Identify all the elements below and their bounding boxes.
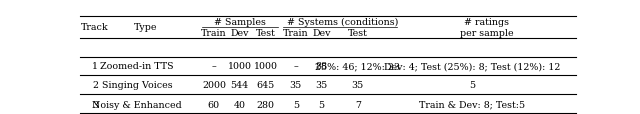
Text: Train & Dev: 8; Test:5: Train & Dev: 8; Test:5	[419, 100, 525, 109]
Text: Train: Train	[283, 28, 308, 38]
Text: Singing Voices: Singing Voices	[102, 80, 172, 89]
Text: 35: 35	[316, 80, 328, 89]
Text: 35: 35	[351, 80, 364, 89]
Text: Track: Track	[81, 23, 109, 32]
Text: 60: 60	[208, 100, 220, 109]
Text: 1: 1	[92, 62, 98, 71]
Text: # ratings
per sample: # ratings per sample	[460, 18, 513, 37]
Text: 88: 88	[316, 62, 328, 71]
Text: # Systems (conditions): # Systems (conditions)	[287, 18, 399, 27]
Text: 35: 35	[290, 80, 302, 89]
Text: Train: Train	[201, 28, 227, 38]
Text: 280: 280	[257, 100, 275, 109]
Text: –: –	[212, 62, 216, 71]
Text: Dev: 4; Test (25%): 8; Test (12%): 12: Dev: 4; Test (25%): 8; Test (12%): 12	[383, 62, 560, 71]
Text: 5: 5	[468, 80, 475, 89]
Text: 2: 2	[92, 80, 98, 89]
Text: Test: Test	[348, 28, 368, 38]
Text: Test: Test	[255, 28, 275, 38]
Text: # Samples: # Samples	[214, 18, 266, 27]
Text: 2000: 2000	[202, 80, 226, 89]
Text: –: –	[293, 62, 298, 71]
Text: Dev: Dev	[312, 28, 331, 38]
Text: 25%: 46; 12%: 23: 25%: 46; 12%: 23	[316, 62, 400, 71]
Text: 3: 3	[92, 100, 98, 109]
Text: 544: 544	[230, 80, 249, 89]
Text: 1000: 1000	[228, 62, 252, 71]
Text: 645: 645	[257, 80, 275, 89]
Text: 7: 7	[355, 100, 361, 109]
Text: 5: 5	[319, 100, 324, 109]
Text: 1000: 1000	[253, 62, 278, 71]
Text: Zoomed-in TTS: Zoomed-in TTS	[100, 62, 174, 71]
Text: Dev: Dev	[230, 28, 249, 38]
Text: 40: 40	[234, 100, 246, 109]
Text: 5: 5	[292, 100, 299, 109]
Text: Noisy & Enhanced: Noisy & Enhanced	[92, 100, 182, 109]
Text: Type: Type	[134, 23, 157, 32]
